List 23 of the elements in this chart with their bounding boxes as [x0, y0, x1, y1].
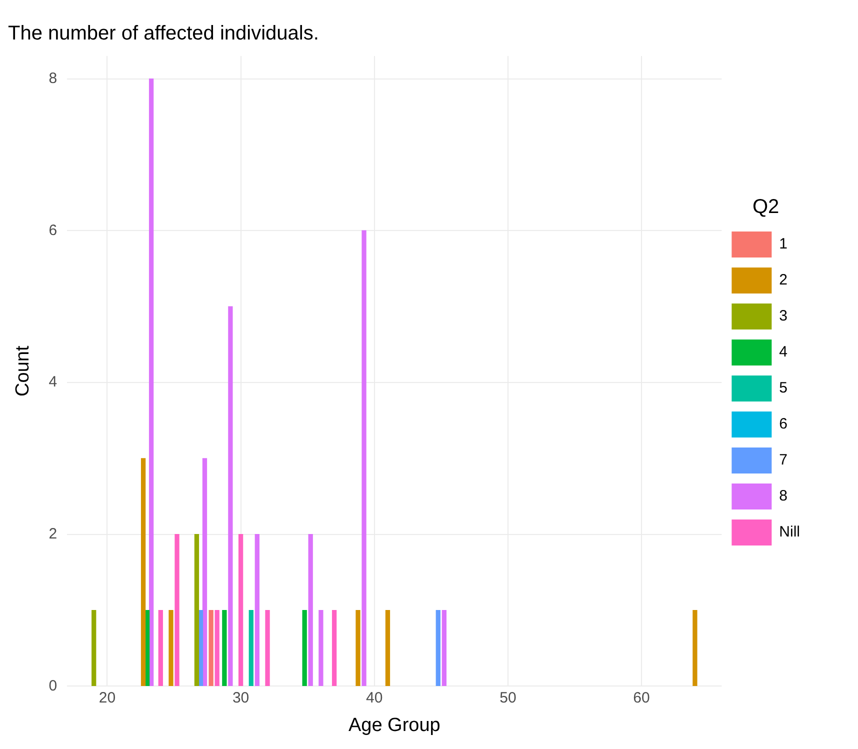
x-tick-label: 60: [633, 689, 650, 706]
x-tick-label: 40: [366, 689, 383, 706]
x-tick-label: 50: [500, 689, 516, 706]
y-tick-label: 0: [48, 677, 58, 694]
y-tick-label: 2: [48, 525, 58, 542]
legend-label: 8: [779, 488, 788, 505]
chart-title: The number of affected individuals.: [8, 22, 319, 45]
y-tick-label: 4: [48, 374, 58, 391]
x-axis-title: Age Group: [348, 714, 440, 736]
y-axis-title: Count: [12, 345, 34, 396]
y-tick-label: 8: [48, 70, 58, 87]
x-tick-label: 30: [232, 689, 250, 706]
legend-label: 3: [779, 308, 788, 325]
legend-label: 7: [779, 452, 788, 469]
legend-title: Q2: [752, 196, 780, 218]
y-tick-label: 6: [48, 222, 58, 239]
legend-label: 5: [779, 380, 788, 397]
x-tick-label: 20: [98, 689, 116, 706]
legend-label: 6: [779, 416, 788, 433]
legend-label: 2: [779, 272, 788, 289]
legend-label: 4: [779, 344, 788, 361]
legend-label: Nill: [779, 524, 800, 541]
legend-label: 1: [779, 236, 788, 253]
